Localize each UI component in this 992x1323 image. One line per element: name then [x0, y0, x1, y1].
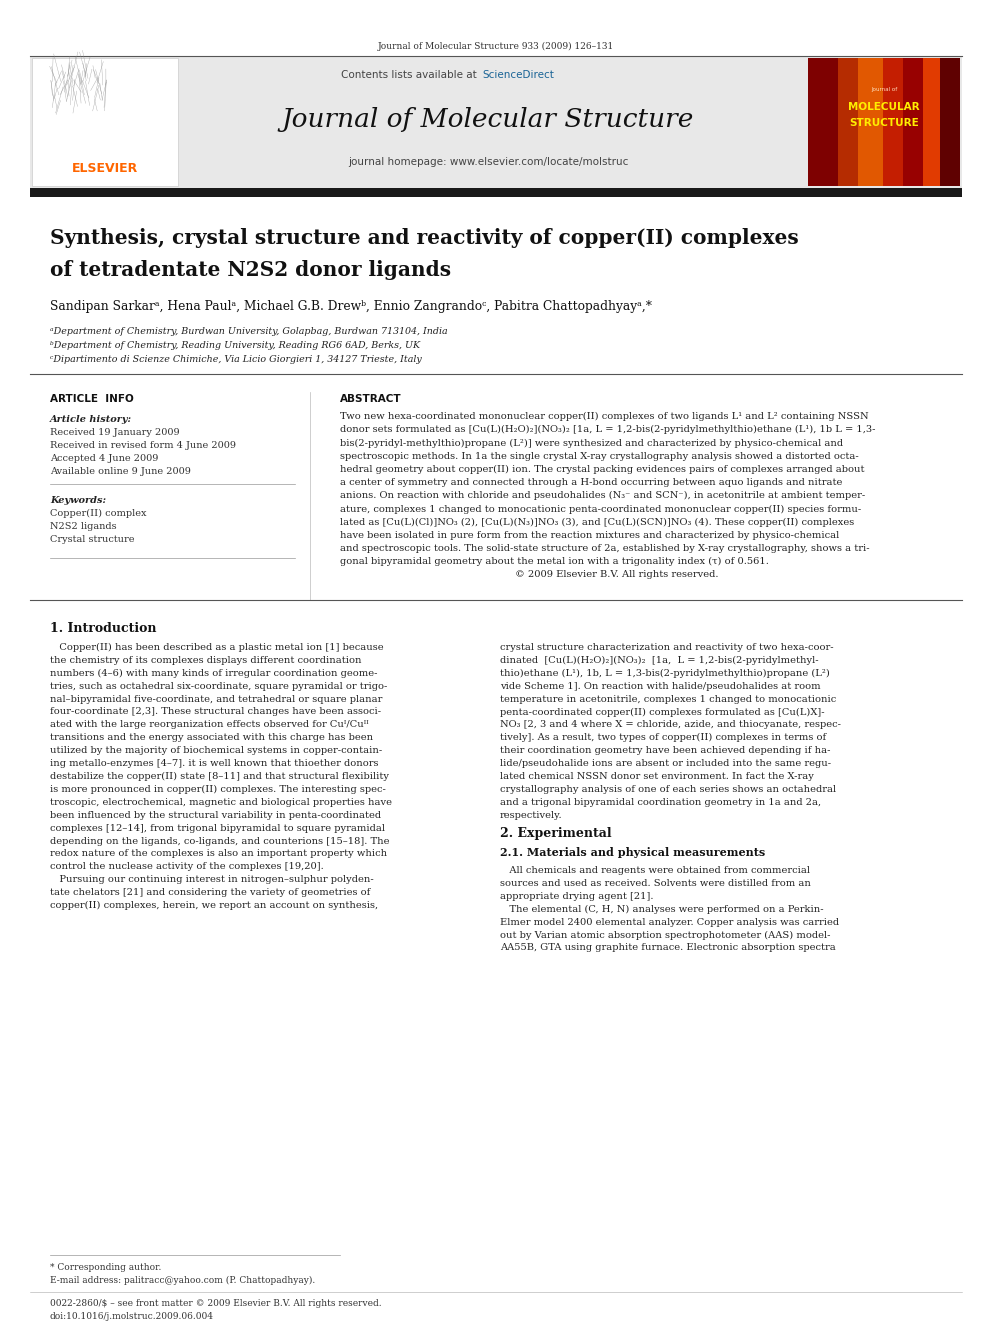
- Text: control the nuclease activity of the complexes [19,20].: control the nuclease activity of the com…: [50, 863, 323, 872]
- Text: E-mail address: palitracc@yahoo.com (P. Chattopadhyay).: E-mail address: palitracc@yahoo.com (P. …: [50, 1275, 315, 1285]
- Text: appropriate drying agent [21].: appropriate drying agent [21].: [500, 892, 654, 901]
- Text: Crystal structure: Crystal structure: [50, 534, 135, 544]
- Text: tate chelators [21] and considering the variety of geometries of: tate chelators [21] and considering the …: [50, 888, 370, 897]
- FancyBboxPatch shape: [903, 58, 923, 187]
- Text: sources and used as received. Solvents were distilled from an: sources and used as received. Solvents w…: [500, 878, 810, 888]
- Text: penta-coordinated copper(II) complexes formulated as [Cu(L)X]-: penta-coordinated copper(II) complexes f…: [500, 708, 824, 717]
- Text: Journal of: Journal of: [871, 87, 897, 93]
- Text: Synthesis, crystal structure and reactivity of copper(II) complexes: Synthesis, crystal structure and reactiv…: [50, 228, 799, 247]
- Text: of tetradentate N2S2 donor ligands: of tetradentate N2S2 donor ligands: [50, 261, 451, 280]
- Text: Journal of Molecular Structure 933 (2009) 126–131: Journal of Molecular Structure 933 (2009…: [378, 42, 614, 52]
- FancyBboxPatch shape: [923, 58, 940, 187]
- Text: been influenced by the structural variability in penta-coordinated: been influenced by the structural variab…: [50, 811, 381, 820]
- Text: thio)ethane (L¹), 1b, L = 1,3-bis(2-pyridylmethylthio)propane (L²): thio)ethane (L¹), 1b, L = 1,3-bis(2-pyri…: [500, 669, 830, 677]
- Text: Sandipan Sarkarᵃ, Hena Paulᵃ, Michael G.B. Drewᵇ, Ennio Zangrandoᶜ, Pabitra Chat: Sandipan Sarkarᵃ, Hena Paulᵃ, Michael G.…: [50, 300, 652, 314]
- FancyBboxPatch shape: [30, 188, 962, 197]
- Text: ᶜDipartimento di Scienze Chimiche, Via Licio Giorgieri 1, 34127 Trieste, Italy: ᶜDipartimento di Scienze Chimiche, Via L…: [50, 355, 422, 364]
- Text: Journal of Molecular Structure: Journal of Molecular Structure: [282, 107, 694, 132]
- FancyBboxPatch shape: [940, 58, 960, 187]
- Text: ature, complexes 1 changed to monocationic penta-coordinated mononuclear copper(: ature, complexes 1 changed to monocation…: [340, 504, 861, 513]
- Text: ing metallo-enzymes [4–7]. it is well known that thioether donors: ing metallo-enzymes [4–7]. it is well kn…: [50, 759, 379, 769]
- Text: troscopic, electrochemical, magnetic and biological properties have: troscopic, electrochemical, magnetic and…: [50, 798, 392, 807]
- Text: the chemistry of its complexes displays different coordination: the chemistry of its complexes displays …: [50, 656, 361, 665]
- Text: a center of symmetry and connected through a H-bond occurring between aquo ligan: a center of symmetry and connected throu…: [340, 478, 842, 487]
- Text: redox nature of the complexes is also an important property which: redox nature of the complexes is also an…: [50, 849, 387, 859]
- FancyBboxPatch shape: [858, 58, 883, 187]
- Text: ScienceDirect: ScienceDirect: [482, 70, 554, 79]
- Text: and a trigonal bipyramidal coordination geometry in 1a and 2a,: and a trigonal bipyramidal coordination …: [500, 798, 821, 807]
- Text: destabilize the copper(II) state [8–11] and that structural flexibility: destabilize the copper(II) state [8–11] …: [50, 773, 389, 781]
- Text: tries, such as octahedral six-coordinate, square pyramidal or trigo-: tries, such as octahedral six-coordinate…: [50, 681, 387, 691]
- Text: anions. On reaction with chloride and pseudohalides (N₃⁻ and SCN⁻), in acetonitr: anions. On reaction with chloride and ps…: [340, 491, 865, 500]
- Text: transitions and the energy associated with this charge has been: transitions and the energy associated wi…: [50, 733, 373, 742]
- Text: 0022-2860/$ – see front matter © 2009 Elsevier B.V. All rights reserved.: 0022-2860/$ – see front matter © 2009 El…: [50, 1299, 382, 1308]
- Text: lated chemical NSSN donor set environment. In fact the X-ray: lated chemical NSSN donor set environmen…: [500, 773, 813, 781]
- Text: respectively.: respectively.: [500, 811, 562, 820]
- Text: lide/pseudohalide ions are absent or included into the same regu-: lide/pseudohalide ions are absent or inc…: [500, 759, 831, 769]
- Text: N2S2 ligands: N2S2 ligands: [50, 523, 117, 531]
- FancyBboxPatch shape: [32, 58, 178, 187]
- FancyBboxPatch shape: [808, 58, 838, 187]
- Text: ᵃDepartment of Chemistry, Burdwan University, Golapbag, Burdwan 713104, India: ᵃDepartment of Chemistry, Burdwan Univer…: [50, 327, 447, 336]
- Text: crystal structure characterization and reactivity of two hexa-coor-: crystal structure characterization and r…: [500, 643, 833, 652]
- Text: Two new hexa-coordinated mononuclear copper(II) complexes of two ligands L¹ and : Two new hexa-coordinated mononuclear cop…: [340, 411, 869, 421]
- Text: temperature in acetonitrile, complexes 1 changed to monocationic: temperature in acetonitrile, complexes 1…: [500, 695, 836, 704]
- Text: four-coordinate [2,3]. These structural changes have been associ-: four-coordinate [2,3]. These structural …: [50, 708, 381, 717]
- Text: have been isolated in pure form from the reaction mixtures and characterized by : have been isolated in pure form from the…: [340, 531, 839, 540]
- Text: Copper(II) complex: Copper(II) complex: [50, 509, 147, 519]
- Text: vide Scheme 1]. On reaction with halide/pseudohalides at room: vide Scheme 1]. On reaction with halide/…: [500, 681, 820, 691]
- Text: crystallography analysis of one of each series shows an octahedral: crystallography analysis of one of each …: [500, 785, 836, 794]
- Text: Pursuing our continuing interest in nitrogen–sulphur polyden-: Pursuing our continuing interest in nitr…: [50, 876, 374, 884]
- Text: utilized by the majority of biochemical systems in copper-contain-: utilized by the majority of biochemical …: [50, 746, 382, 755]
- Text: lated as [Cu(L)(Cl)]NO₃ (2), [Cu(L)(N₃)]NO₃ (3), and [Cu(L)(SCN)]NO₃ (4). These : lated as [Cu(L)(Cl)]NO₃ (2), [Cu(L)(N₃)]…: [340, 517, 854, 527]
- Text: All chemicals and reagents were obtained from commercial: All chemicals and reagents were obtained…: [500, 867, 810, 875]
- Text: depending on the ligands, co-ligands, and counterions [15–18]. The: depending on the ligands, co-ligands, an…: [50, 836, 390, 845]
- Text: © 2009 Elsevier B.V. All rights reserved.: © 2009 Elsevier B.V. All rights reserved…: [340, 570, 718, 579]
- Text: ELSEVIER: ELSEVIER: [71, 161, 138, 175]
- Text: nal–bipyramidal five-coordinate, and tetrahedral or square planar: nal–bipyramidal five-coordinate, and tet…: [50, 695, 382, 704]
- Text: ABSTRACT: ABSTRACT: [340, 394, 402, 404]
- Text: 1. Introduction: 1. Introduction: [50, 622, 157, 635]
- Text: journal homepage: www.elsevier.com/locate/molstruc: journal homepage: www.elsevier.com/locat…: [348, 157, 628, 167]
- Text: hedral geometry about copper(II) ion. The crystal packing evidences pairs of com: hedral geometry about copper(II) ion. Th…: [340, 464, 864, 474]
- Text: ated with the large reorganization effects observed for Cuᴵ/Cuᴵᴵ: ated with the large reorganization effec…: [50, 721, 369, 729]
- Text: ᵇDepartment of Chemistry, Reading University, Reading RG6 6AD, Berks, UK: ᵇDepartment of Chemistry, Reading Univer…: [50, 341, 421, 351]
- Text: * Corresponding author.: * Corresponding author.: [50, 1263, 162, 1271]
- Text: Available online 9 June 2009: Available online 9 June 2009: [50, 467, 190, 476]
- Text: Elmer model 2400 elemental analyzer. Copper analysis was carried: Elmer model 2400 elemental analyzer. Cop…: [500, 918, 839, 926]
- Text: 2. Experimental: 2. Experimental: [500, 827, 612, 840]
- Text: spectroscopic methods. In 1a the single crystal X-ray crystallography analysis s: spectroscopic methods. In 1a the single …: [340, 451, 859, 460]
- FancyBboxPatch shape: [30, 57, 962, 188]
- Text: their coordination geometry have been achieved depending if ha-: their coordination geometry have been ac…: [500, 746, 830, 755]
- Text: NO₃ [2, 3 and 4 where X = chloride, azide, and thiocyanate, respec-: NO₃ [2, 3 and 4 where X = chloride, azid…: [500, 721, 841, 729]
- Text: donor sets formulated as [Cu(L)(H₂O)₂](NO₃)₂ [1a, L = 1,2-bis(2-pyridylmethylthi: donor sets formulated as [Cu(L)(H₂O)₂](N…: [340, 425, 876, 434]
- Text: STRUCTURE: STRUCTURE: [849, 118, 919, 128]
- Text: and spectroscopic tools. The solid-state structure of 2a, established by X-ray c: and spectroscopic tools. The solid-state…: [340, 544, 870, 553]
- Text: is more pronounced in copper(II) complexes. The interesting spec-: is more pronounced in copper(II) complex…: [50, 785, 386, 794]
- Text: AA55B, GTA using graphite furnace. Electronic absorption spectra: AA55B, GTA using graphite furnace. Elect…: [500, 943, 835, 953]
- Text: out by Varian atomic absorption spectrophotometer (AAS) model-: out by Varian atomic absorption spectrop…: [500, 930, 830, 939]
- Text: 2.1. Materials and physical measurements: 2.1. Materials and physical measurements: [500, 847, 765, 859]
- Text: bis(2-pyridyl-methylthio)propane (L²)] were synthesized and characterized by phy: bis(2-pyridyl-methylthio)propane (L²)] w…: [340, 438, 843, 447]
- Text: Received 19 January 2009: Received 19 January 2009: [50, 429, 180, 437]
- Text: MOLECULAR: MOLECULAR: [848, 102, 920, 112]
- FancyBboxPatch shape: [808, 58, 960, 187]
- Text: doi:10.1016/j.molstruc.2009.06.004: doi:10.1016/j.molstruc.2009.06.004: [50, 1312, 214, 1320]
- Text: Copper(II) has been described as a plastic metal ion [1] because: Copper(II) has been described as a plast…: [50, 643, 384, 652]
- Text: gonal bipyramidal geometry about the metal ion with a trigonality index (τ) of 0: gonal bipyramidal geometry about the met…: [340, 557, 769, 566]
- Text: Keywords:: Keywords:: [50, 496, 106, 505]
- Text: Accepted 4 June 2009: Accepted 4 June 2009: [50, 454, 159, 463]
- Text: complexes [12–14], from trigonal bipyramidal to square pyramidal: complexes [12–14], from trigonal bipyram…: [50, 824, 385, 832]
- FancyBboxPatch shape: [883, 58, 903, 187]
- Text: The elemental (C, H, N) analyses were performed on a Perkin-: The elemental (C, H, N) analyses were pe…: [500, 905, 823, 914]
- Text: ARTICLE  INFO: ARTICLE INFO: [50, 394, 134, 404]
- Text: numbers (4–6) with many kinds of irregular coordination geome-: numbers (4–6) with many kinds of irregul…: [50, 669, 378, 677]
- Text: Contents lists available at: Contents lists available at: [341, 70, 480, 79]
- Text: tively]. As a result, two types of copper(II) complexes in terms of: tively]. As a result, two types of coppe…: [500, 733, 826, 742]
- Text: Article history:: Article history:: [50, 415, 132, 423]
- FancyBboxPatch shape: [838, 58, 858, 187]
- Text: Received in revised form 4 June 2009: Received in revised form 4 June 2009: [50, 441, 236, 450]
- Text: dinated  [Cu(L)(H₂O)₂](NO₃)₂  [1a,  L = 1,2-bis(2-pyridylmethyl-: dinated [Cu(L)(H₂O)₂](NO₃)₂ [1a, L = 1,2…: [500, 656, 818, 665]
- Text: copper(II) complexes, herein, we report an account on synthesis,: copper(II) complexes, herein, we report …: [50, 901, 378, 910]
